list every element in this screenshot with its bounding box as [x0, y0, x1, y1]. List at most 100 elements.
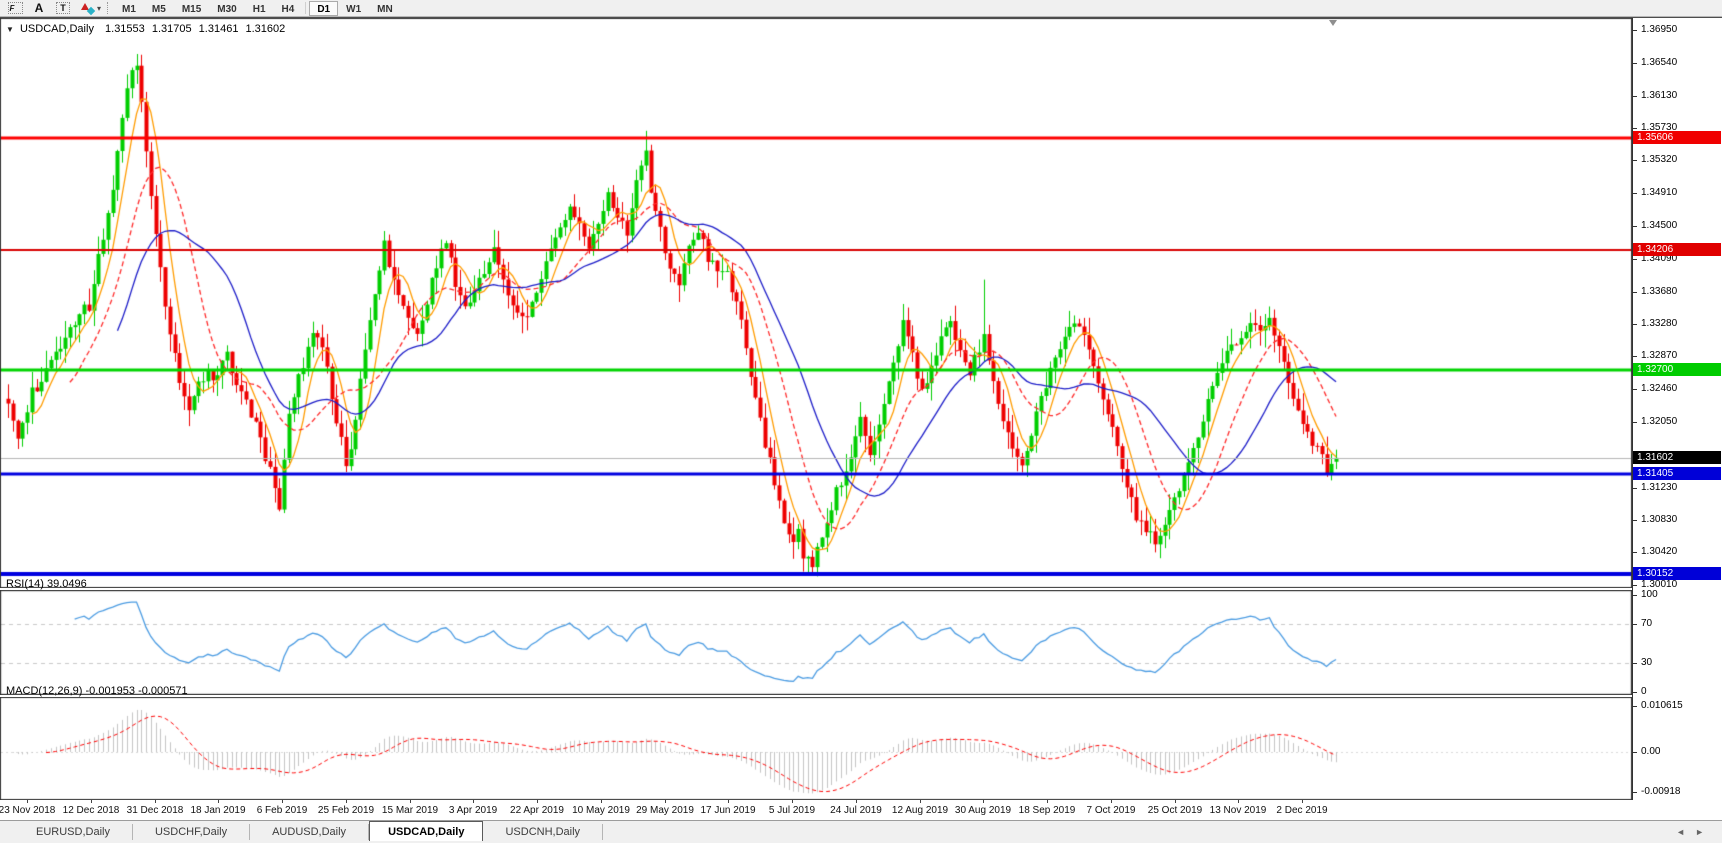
date-axis-label: 23 Nov 2018: [0, 805, 56, 816]
price-axis-label: 1.32460: [1641, 383, 1678, 394]
date-axis-label: 22 Apr 2019: [510, 805, 564, 816]
timeframe-button-h1[interactable]: H1: [252, 3, 266, 15]
price-axis-tick: [1632, 63, 1637, 64]
arrows-dropdown-caret[interactable]: ▾: [97, 3, 102, 13]
price-axis-tick: [1632, 96, 1637, 97]
date-axis-tick: [27, 800, 28, 803]
timeframe-button-h4[interactable]: H4: [281, 3, 295, 15]
tabs-holder: EURUSD,Daily USDCHF,Daily AUDUSD,Daily USDC…: [14, 821, 604, 843]
date-axis-label: 5 Jul 2019: [768, 805, 816, 816]
chart-tab-audusd[interactable]: AUDUSD,Daily: [250, 824, 370, 840]
collapse-arrow-icon[interactable]: ▼: [6, 25, 14, 34]
date-axis-tick: [792, 800, 793, 803]
chart-tab-usdcnh[interactable]: USDCNH,Daily: [483, 824, 604, 840]
timeframe-button-w1[interactable]: W1: [346, 3, 362, 15]
date-axis-label: 18 Jan 2019: [190, 805, 246, 816]
timeframe-button-m5[interactable]: M5: [151, 3, 166, 15]
tab-scroll-left-button[interactable]: ◄: [1676, 827, 1696, 837]
timeframe-button-mn[interactable]: MN: [377, 3, 393, 15]
indicator-axis-label: 0.010615: [1641, 700, 1683, 711]
main-price-chart[interactable]: [0, 18, 1632, 588]
fibonacci-glyph: F: [7, 2, 23, 14]
fibonacci-icon[interactable]: F: [6, 1, 24, 15]
price-axis-tick: [1632, 585, 1637, 586]
text-glyph: A: [34, 1, 44, 15]
price-axis-tick: [1632, 128, 1637, 129]
chart-shift-marker[interactable]: [1329, 20, 1337, 26]
date-axis[interactable]: 23 Nov 2018 12 Dec 2018 31 Dec 2018 18 Jan …: [0, 800, 1722, 820]
price-axis-label: 1.36130: [1641, 90, 1678, 101]
price-axis-line: [1632, 18, 1633, 800]
macd-value: -0.001953: [85, 685, 136, 697]
date-axis-label: 15 Mar 2019: [381, 805, 439, 816]
indicator-axis-tick: [1632, 792, 1637, 793]
chart-tab-usdchf[interactable]: USDCHF,Daily: [133, 824, 251, 840]
date-axis-label: 3 Apr 2019: [448, 805, 498, 816]
date-axis-label: 29 May 2019: [636, 805, 694, 816]
arrows-glyph: [80, 2, 96, 16]
arrows-icon[interactable]: [78, 1, 96, 16]
symbol-tab-bar: EURUSD,Daily USDCHF,Daily AUDUSD,Daily USDC…: [0, 820, 1722, 843]
indicator-axis-label: 0: [1641, 686, 1647, 697]
price-level-badge: 1.30152: [1633, 567, 1721, 580]
date-axis-label: 30 Aug 2019: [954, 805, 1012, 816]
price-axis-tick: [1632, 422, 1637, 423]
indicator-axis-label: 70: [1641, 618, 1653, 629]
date-axis-tick: [665, 800, 666, 803]
text-label-icon[interactable]: T: [54, 1, 72, 15]
indicator-axis-tick: [1632, 663, 1637, 664]
indicator-axis-tick: [1632, 595, 1637, 596]
rsi-indicator-chart[interactable]: [0, 590, 1632, 695]
price-level-badge: 1.31405: [1633, 467, 1721, 480]
price-axis-tick: [1632, 226, 1637, 227]
price-axis-label: 1.35730: [1641, 122, 1678, 133]
price-axis-label: 1.30830: [1641, 514, 1678, 525]
timeframe-button-m1[interactable]: M1: [122, 3, 136, 15]
price-axis-tick: [1632, 520, 1637, 521]
price-axis-tick: [1632, 193, 1637, 194]
date-axis-label: 18 Sep 2019: [1018, 805, 1076, 816]
indicator-axis-tick: [1632, 706, 1637, 707]
price-axis-tick: [1632, 324, 1637, 325]
price-level-badge: 1.35606: [1633, 131, 1721, 144]
date-axis-tick: [537, 800, 538, 803]
date-axis-label: 31 Dec 2018: [126, 805, 184, 816]
rsi-value: 39.0496: [46, 578, 87, 590]
price-axis-tick: [1632, 488, 1637, 489]
date-axis-tick: [1238, 800, 1239, 803]
macd-label: MACD(12,26,9) -0.001953 -0.000571: [6, 685, 188, 697]
date-axis-label: 13 Nov 2019: [1209, 805, 1267, 816]
price-axis-label: 1.31230: [1641, 482, 1678, 493]
macd-indicator-chart[interactable]: [0, 697, 1632, 800]
macd-signal-value: -0.000571: [138, 685, 188, 697]
indicator-axis-label: 0.00: [1641, 746, 1661, 757]
date-axis-tick: [282, 800, 283, 803]
timeframe-button-m15[interactable]: M15: [181, 3, 202, 15]
text-icon[interactable]: A: [30, 1, 48, 15]
indicator-axis-tick: [1632, 752, 1637, 753]
date-axis-tick: [1175, 800, 1176, 803]
date-axis-tick: [91, 800, 92, 803]
date-axis-tick: [983, 800, 984, 803]
timeframe-button-d1[interactable]: D1: [309, 0, 339, 16]
date-axis-label: 7 Oct 2019: [1086, 805, 1136, 816]
indicator-axis-tick: [1632, 624, 1637, 625]
date-axis-tick: [155, 800, 156, 803]
price-level-badge: 1.34206: [1633, 243, 1721, 256]
timeframe-button-m30[interactable]: M30: [217, 3, 237, 15]
text-label-glyph: T: [56, 2, 70, 14]
price-axis-tick: [1632, 356, 1637, 357]
date-axis-tick: [601, 800, 602, 803]
chart-window: ▼ USDCAD,Daily 1.31553 1.31705 1.31461 1…: [0, 17, 1722, 820]
date-axis-tick: [410, 800, 411, 803]
price-axis-label: 1.34910: [1641, 187, 1678, 198]
price-axis-label: 1.35320: [1641, 154, 1678, 165]
date-axis-tick: [856, 800, 857, 803]
price-axis-label: 1.32870: [1641, 350, 1678, 361]
date-axis-tick: [920, 800, 921, 803]
chart-tab-eurusd[interactable]: EURUSD,Daily: [14, 824, 133, 840]
date-axis-label: 25 Feb 2019: [317, 805, 375, 816]
chart-tab-usdcad[interactable]: USDCAD,Daily: [369, 821, 484, 841]
tab-scroll-right-button[interactable]: ►: [1695, 827, 1714, 837]
